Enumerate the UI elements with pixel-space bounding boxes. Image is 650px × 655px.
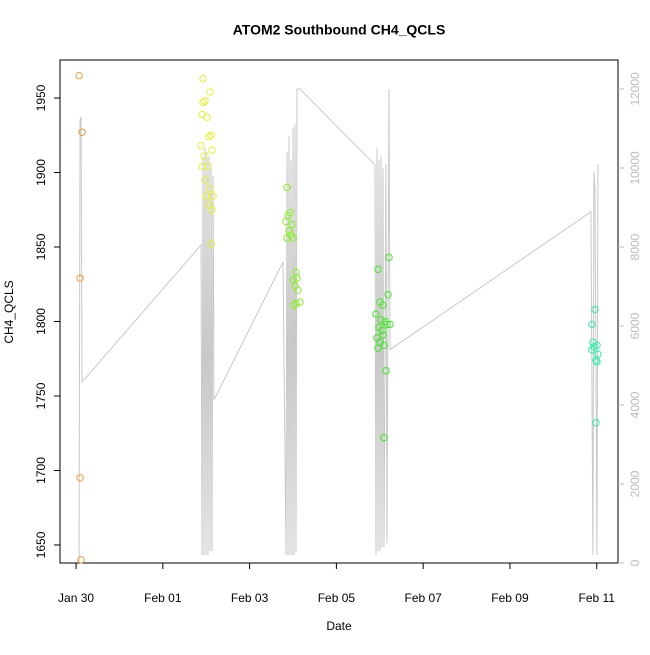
data-point [294,286,302,294]
data-point [197,141,205,150]
data-point [384,290,392,299]
data-point [383,320,391,329]
data-point [292,299,300,308]
data-point [205,133,213,141]
y2-tick-label: 0 [628,559,642,566]
data-point [382,366,390,375]
x-tick-label: Feb 03 [231,591,269,605]
data-point [78,128,86,136]
data-point [200,152,208,160]
chart-title: ATOM2 Southbound CH4_QCLS [233,22,446,38]
y2-tick-label: 8000 [628,233,642,260]
x-tick-label: Feb 11 [579,591,616,605]
data-point [380,341,388,350]
y2-tick-label: 12000 [628,72,642,106]
data-point [285,226,293,235]
data-point [208,146,216,154]
data-point [374,344,382,353]
data-point [592,419,600,427]
data-point [198,162,206,171]
data-point [207,131,215,139]
data-point [76,274,84,282]
y-axis-label: CH4_QCLS [2,280,16,343]
y-tick-label: 1750 [34,382,48,409]
data-point [286,209,294,217]
y-tick-label: 1800 [34,308,48,335]
data-point [208,206,216,214]
data-point [77,556,85,564]
data-point [588,320,596,329]
data-point [296,298,304,306]
data-point [372,310,380,318]
y2-tick-label: 10000 [628,151,642,185]
x-tick-label: Feb 07 [404,591,442,605]
data-point [199,74,207,83]
data-point [75,71,83,80]
data-point [289,276,297,284]
data-point [201,97,209,105]
data-point [378,326,386,335]
data-point [76,474,84,482]
y2-tick-label: 6000 [628,312,642,339]
data-point [288,220,296,229]
data-point [593,341,601,350]
data-point [199,98,207,107]
data-point [204,162,212,171]
x-tick-label: Jan 30 [58,591,94,605]
data-point [209,192,217,201]
data-point [202,192,210,201]
data-point [201,176,209,184]
data-point [380,433,388,442]
data-point [588,346,596,354]
y-tick-label: 1950 [34,84,48,111]
data-point [592,356,600,364]
data-point [377,316,385,324]
y2-tick-label: 2000 [628,470,642,497]
data-point [379,331,387,339]
data-point [386,320,394,329]
x-tick-label: Feb 05 [318,591,356,605]
data-point [374,265,382,274]
data-point [287,231,295,239]
data-point [206,88,214,96]
data-point [591,305,599,314]
y-tick-label: 1650 [34,531,48,558]
altitude-line [78,88,599,564]
data-point [203,113,211,122]
data-point [207,240,215,248]
x-axis-label: Date [326,619,352,633]
data-point [283,183,291,192]
data-point [290,301,298,309]
data-point [379,301,387,309]
data-point [293,274,301,282]
x-tick-label: Feb 09 [491,591,529,605]
data-point [385,253,393,262]
y2-tick-label: 4000 [628,391,642,418]
y-tick-label: 1850 [34,233,48,260]
data-point [593,358,601,366]
y-tick-label: 1900 [34,159,48,186]
y-tick-label: 1700 [34,457,48,484]
plot-frame [59,59,619,564]
data-point [206,185,214,193]
data-point [282,217,290,226]
x-tick-label: Feb 01 [144,591,182,605]
